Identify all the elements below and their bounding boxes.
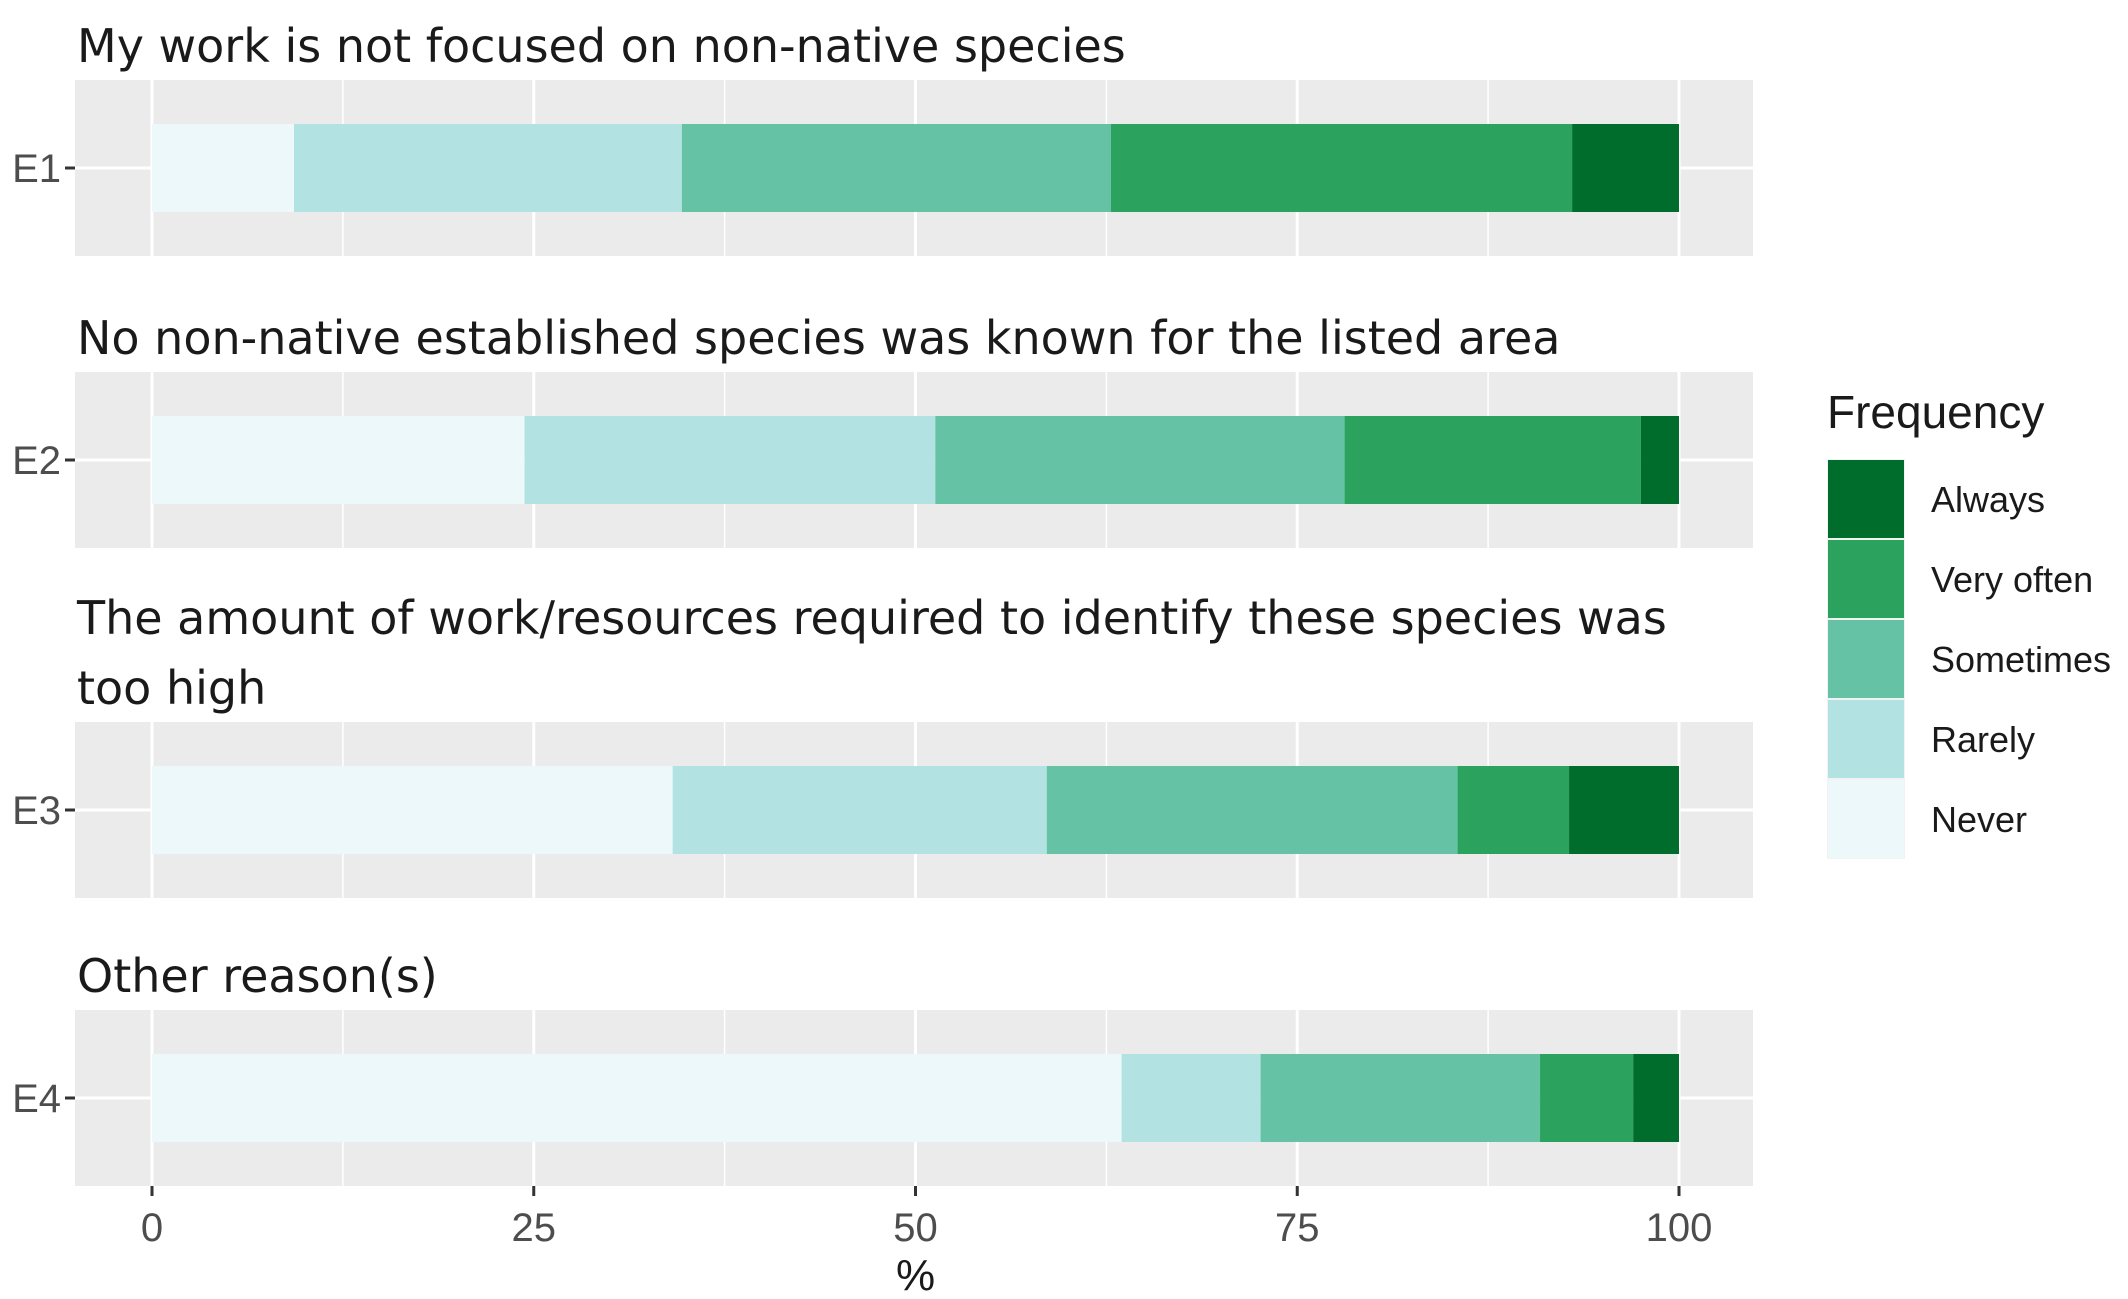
- x-tick-label: 50: [893, 1206, 938, 1250]
- legend-key-always: [1828, 460, 1904, 538]
- legend-label: Always: [1931, 479, 2045, 520]
- legend-key-very-often: [1828, 540, 1904, 618]
- panel-title: too high: [77, 661, 266, 715]
- legend-key-never: [1828, 780, 1904, 858]
- category-label: E3: [12, 789, 61, 833]
- bar-segment-very-often: [1344, 416, 1641, 504]
- panel-title: Other reason(s): [77, 949, 438, 1003]
- bar-segment-rarely: [1121, 1054, 1261, 1142]
- legend-key-rarely: [1828, 700, 1904, 778]
- category-label: E4: [12, 1077, 61, 1121]
- bar-segment-sometimes: [1046, 766, 1458, 854]
- category-label: E2: [12, 439, 61, 483]
- bar-segment-never: [152, 416, 525, 504]
- bar-segment-always: [1572, 124, 1679, 212]
- legend-label: Rarely: [1931, 719, 2035, 760]
- bar-segment-never: [152, 1054, 1122, 1142]
- legend-label: Never: [1931, 799, 2027, 840]
- bar-segment-sometimes: [935, 416, 1345, 504]
- bar-segment-sometimes: [1260, 1054, 1541, 1142]
- legend-label: Very often: [1931, 559, 2093, 600]
- bar-segment-always: [1569, 766, 1679, 854]
- x-tick-label: 75: [1275, 1206, 1320, 1250]
- x-axis-title: %: [896, 1251, 935, 1299]
- x-tick-label: 100: [1646, 1206, 1713, 1250]
- x-tick-label: 0: [141, 1206, 163, 1250]
- bar-segment-never: [152, 766, 673, 854]
- bar-segment-rarely: [294, 124, 682, 212]
- panel-title: My work is not focused on non-native spe…: [77, 19, 1126, 73]
- bar-segment-always: [1640, 416, 1679, 504]
- legend-key-sometimes: [1828, 620, 1904, 698]
- bar-segment-sometimes: [681, 124, 1111, 212]
- bar-segment-never: [152, 124, 295, 212]
- bar-segment-very-often: [1110, 124, 1573, 212]
- category-label: E1: [12, 147, 61, 191]
- panel-title: The amount of work/resources required to…: [76, 591, 1667, 645]
- bar-segment-very-often: [1457, 766, 1570, 854]
- x-tick-label: 25: [512, 1206, 557, 1250]
- bar-segment-rarely: [672, 766, 1047, 854]
- bar-segment-very-often: [1540, 1054, 1634, 1142]
- legend-label: Sometimes: [1931, 639, 2111, 680]
- bar-segment-rarely: [524, 416, 936, 504]
- legend-title: Frequency: [1827, 386, 2044, 438]
- panel-title: No non-native established species was kn…: [77, 311, 1560, 365]
- bar-segment-always: [1633, 1054, 1679, 1142]
